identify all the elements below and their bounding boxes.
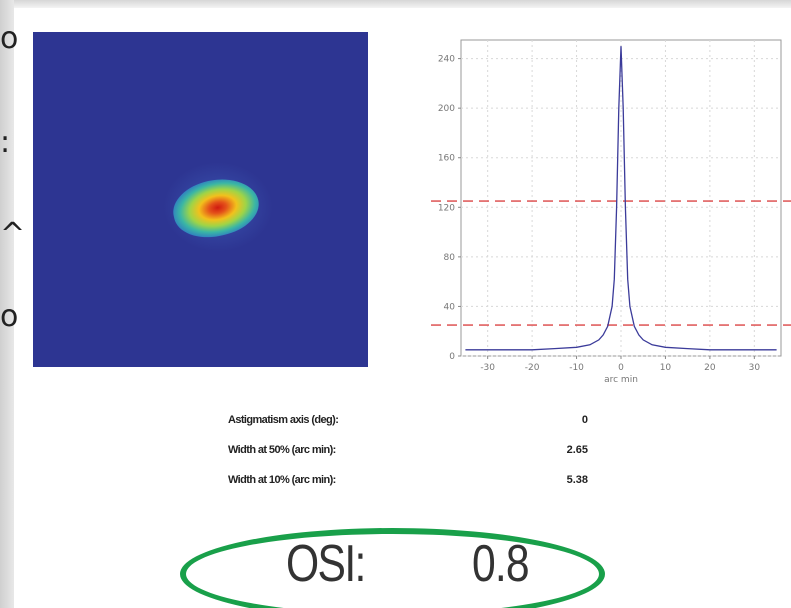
chart-svg: 0 40 80 120 160 200 240 -30 -20 -10 0 10 20 30 arc min [431,39,791,382]
x-tick-label: -20 [525,363,540,373]
metric-row: Width at 10% (arc min): 5.38 [228,474,608,504]
y-tick-label: 80 [444,253,456,263]
osi-value: 0.8 [472,535,530,593]
x-tick-label: -10 [569,363,584,373]
metrics-table: Astigmatism axis (deg): 0 Width at 50% (… [228,414,608,504]
metric-value: 2.65 [566,444,588,456]
x-tick-label: 30 [749,363,761,373]
cropped-glyph: : [0,125,11,160]
metric-label: Width at 10% (arc min): [228,474,336,486]
metric-row: Astigmatism axis (deg): 0 [228,414,608,444]
metric-value: 0 [581,414,588,426]
plot-area [460,39,782,357]
top-frame [0,0,791,8]
cropped-glyph: ^ [0,217,26,252]
series-line [465,46,777,351]
cropped-left-text: o : ^ o [0,20,26,350]
intensity-profile-chart: 0 40 80 120 160 200 240 -30 -20 -10 0 10 20 30 arc min [415,22,791,382]
y-tick-label: 40 [444,302,456,312]
x-tick-label: 20 [704,363,716,373]
x-tick-label: 10 [660,363,672,373]
cropped-glyph: o [0,299,19,334]
metric-row: Width at 50% (arc min): 2.65 [228,444,608,474]
y-tick-label: 200 [438,104,455,114]
metric-value: 5.38 [566,474,588,486]
osi-label: OSI: [286,535,366,593]
y-tick-label: 0 [449,352,455,362]
cropped-glyph: o [0,21,19,56]
x-tick-label: 0 [618,363,624,373]
x-axis-label: arc min [604,375,638,382]
psf-heatmap-image [33,32,368,367]
y-tick-label: 160 [438,154,455,164]
osi-highlight-ellipse [180,528,605,608]
x-tick-label: -30 [480,363,495,373]
y-tick-label: 120 [438,203,455,213]
metric-label: Astigmatism axis (deg): [228,414,339,426]
left-frame [0,0,14,608]
y-tick-label: 240 [438,55,455,65]
metric-label: Width at 50% (arc min): [228,444,336,456]
